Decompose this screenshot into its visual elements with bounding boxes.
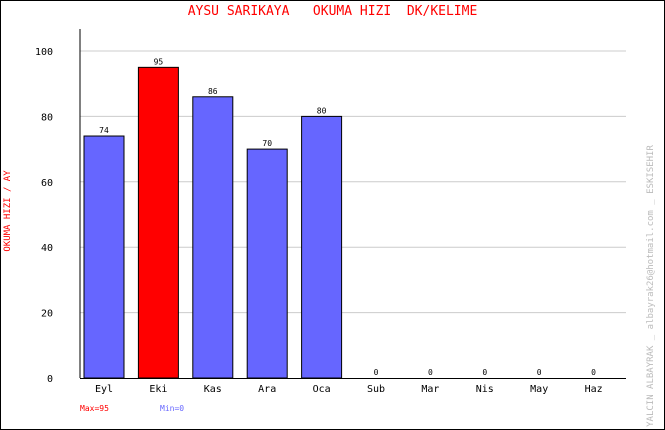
data-label: 70 — [262, 139, 272, 148]
x-tick-label: Ara — [258, 384, 276, 395]
y-tick-label: 60 — [41, 178, 53, 189]
x-tick-label: Haz — [585, 384, 603, 395]
y-tick-label: 80 — [41, 112, 53, 123]
data-label: 0 — [482, 368, 487, 377]
y-tick-label: 100 — [35, 47, 53, 58]
data-label: 86 — [208, 87, 218, 96]
y-tick-label: 40 — [41, 243, 53, 254]
x-tick-label: Oca — [313, 384, 331, 395]
y-tick-label: 20 — [41, 309, 53, 320]
x-tick-label: May — [530, 384, 548, 395]
x-tick-label: Mar — [421, 384, 439, 395]
x-tick-label: Eki — [149, 384, 167, 395]
x-tick-label: Kas — [204, 384, 222, 395]
data-label: 95 — [154, 57, 164, 66]
data-label: 0 — [537, 368, 542, 377]
data-label: 0 — [374, 368, 379, 377]
data-label: 74 — [99, 126, 109, 135]
data-label: 0 — [428, 368, 433, 377]
bar-eki — [137, 66, 179, 379]
min-label: Min=0 — [160, 404, 185, 413]
bar-kas — [192, 96, 234, 379]
data-label: 80 — [317, 106, 327, 115]
bar-eyl — [83, 135, 125, 379]
y-tick-label: 0 — [47, 374, 53, 385]
bar-oca — [301, 115, 343, 379]
x-tick-label: Eyl — [95, 384, 113, 395]
x-tick-label: Nis — [476, 384, 494, 395]
bar-ara — [246, 148, 288, 379]
data-label: 0 — [591, 368, 596, 377]
x-tick-label: Sub — [367, 384, 385, 395]
chart-title: AYSU SARIKAYA OKUMA HIZI DK/KELIME — [187, 4, 478, 19]
max-label: Max=95 — [80, 404, 109, 413]
